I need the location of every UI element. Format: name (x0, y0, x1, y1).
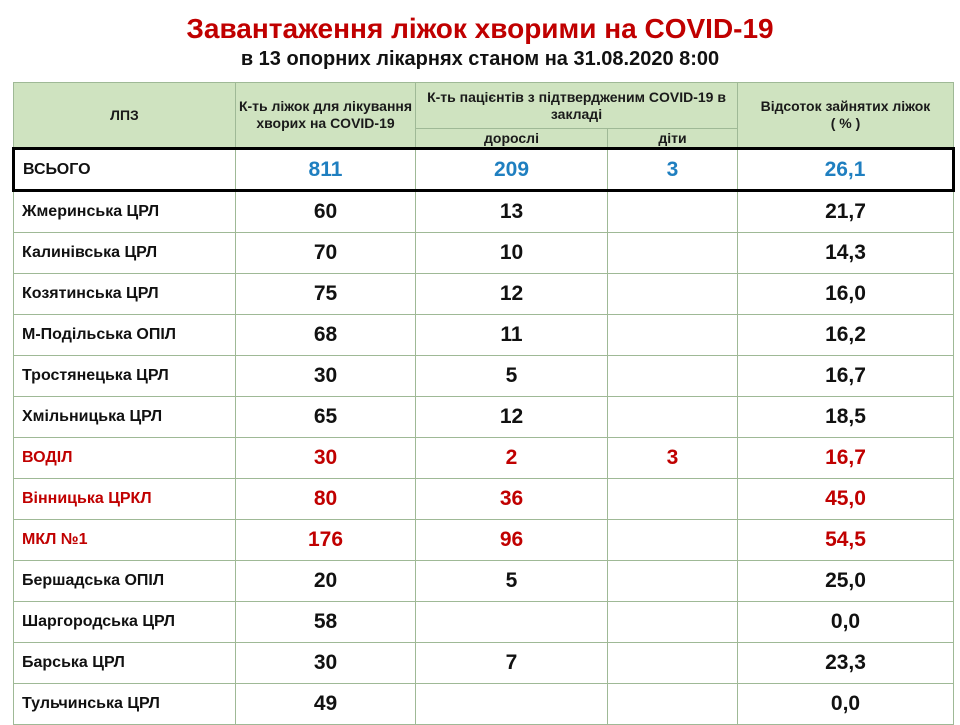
beds-count: 68 (235, 314, 416, 356)
header-patients: К-ть пацієнтів з підтвердженим COVID-19 … (415, 82, 738, 129)
occupancy-percent: 0,0 (737, 601, 954, 643)
occupancy-percent: 21,7 (737, 190, 954, 233)
table-row: Тульчинська ЦРЛ 49 0,0 (13, 683, 954, 725)
occupancy-percent: 16,7 (737, 355, 954, 397)
children-count: 3 (607, 437, 738, 479)
table-row: МКЛ №1 176 96 54,5 (13, 519, 954, 561)
hospital-name: Хмільницька ЦРЛ (13, 396, 236, 438)
occupancy-percent: 54,5 (737, 519, 954, 561)
page-title: Завантаження ліжок хворими на COVID-19 (186, 13, 774, 44)
total-percent: 26,1 (737, 147, 955, 192)
children-count (607, 478, 738, 520)
header-adults: дорослі (415, 128, 608, 149)
occupancy-percent: 16,2 (737, 314, 954, 356)
beds-count: 70 (235, 232, 416, 274)
header-children: діти (607, 128, 738, 149)
children-count (607, 232, 738, 274)
total-adults: 209 (415, 147, 608, 192)
children-count (607, 601, 738, 643)
beds-count: 30 (235, 642, 416, 684)
table-row: Тростянецька ЦРЛ 30 5 16,7 (13, 355, 954, 397)
beds-count: 80 (235, 478, 416, 520)
occupancy-percent: 16,0 (737, 273, 954, 315)
adults-count: 2 (415, 437, 608, 479)
occupancy-percent: 14,3 (737, 232, 954, 274)
children-count (607, 560, 738, 602)
header-percent: Відсоток зайнятих ліжок ( % ) (737, 82, 954, 149)
table-row: Хмільницька ЦРЛ 65 12 18,5 (13, 396, 954, 438)
total-beds: 811 (235, 147, 416, 192)
children-count (607, 642, 738, 684)
children-count (607, 683, 738, 725)
hospital-name: МКЛ №1 (13, 519, 236, 561)
adults-count: 7 (415, 642, 608, 684)
table-row: Шаргородська ЦРЛ 58 0,0 (13, 601, 954, 643)
beds-count: 58 (235, 601, 416, 643)
header-percent-unit: ( % ) (830, 115, 861, 131)
adults-count: 12 (415, 396, 608, 438)
occupancy-percent: 0,0 (737, 683, 954, 725)
hospital-name: Калинівська ЦРЛ (13, 232, 236, 274)
header-lpz: ЛПЗ (13, 82, 236, 149)
occupancy-percent: 23,3 (737, 642, 954, 684)
occupancy-percent: 16,7 (737, 437, 954, 479)
children-count (607, 396, 738, 438)
children-count (607, 355, 738, 397)
beds-count: 49 (235, 683, 416, 725)
children-count (607, 519, 738, 561)
adults-count (415, 683, 608, 725)
adults-count (415, 601, 608, 643)
table-row: Калинівська ЦРЛ 70 10 14,3 (13, 232, 954, 274)
total-row: ВСЬОГО 811 209 3 26,1 (12, 147, 955, 192)
table-row: Жмеринська ЦРЛ 60 13 21,7 (13, 190, 954, 233)
adults-count: 12 (415, 273, 608, 315)
beds-count: 65 (235, 396, 416, 438)
hospital-name: Тростянецька ЦРЛ (13, 355, 236, 397)
page-subtitle: в 13 опорних лікарнях станом на 31.08.20… (240, 48, 720, 70)
occupancy-percent: 25,0 (737, 560, 954, 602)
hospital-name: Жмеринська ЦРЛ (13, 190, 236, 233)
adults-count: 5 (415, 560, 608, 602)
beds-count: 176 (235, 519, 416, 561)
table-row: ВОДІЛ 30 2 3 16,7 (13, 437, 954, 479)
hospital-name: Козятинська ЦРЛ (13, 273, 236, 315)
hospital-name: Вінницька ЦРКЛ (13, 478, 236, 520)
occupancy-percent: 18,5 (737, 396, 954, 438)
table-row: Козятинська ЦРЛ 75 12 16,0 (13, 273, 954, 315)
hospital-name: Тульчинська ЦРЛ (13, 683, 236, 725)
table-row: Барська ЦРЛ 30 7 23,3 (13, 642, 954, 684)
table-row: М-Подільська ОПІЛ 68 11 16,2 (13, 314, 954, 356)
hospital-name: Барська ЦРЛ (13, 642, 236, 684)
adults-count: 96 (415, 519, 608, 561)
beds-count: 30 (235, 355, 416, 397)
hospital-name: Шаргородська ЦРЛ (13, 601, 236, 643)
adults-count: 10 (415, 232, 608, 274)
beds-count: 75 (235, 273, 416, 315)
covid-beds-table: ЛПЗ К-ть ліжок для лікування хворих на C… (12, 82, 955, 725)
beds-count: 20 (235, 560, 416, 602)
table-row: Вінницька ЦРКЛ 80 36 45,0 (13, 478, 954, 520)
hospital-name: Бершадська ОПІЛ (13, 560, 236, 602)
table-row: Бершадська ОПІЛ 20 5 25,0 (13, 560, 954, 602)
adults-count: 11 (415, 314, 608, 356)
adults-count: 13 (415, 190, 608, 233)
total-children: 3 (607, 147, 738, 192)
hospital-name: М-Подільська ОПІЛ (13, 314, 236, 356)
total-name: ВСЬОГО (12, 147, 236, 192)
children-count (607, 190, 738, 233)
header-beds: К-ть ліжок для лікування хворих на COVID… (235, 82, 416, 149)
beds-count: 60 (235, 190, 416, 233)
children-count (607, 314, 738, 356)
children-count (607, 273, 738, 315)
occupancy-percent: 45,0 (737, 478, 954, 520)
beds-count: 30 (235, 437, 416, 479)
header-percent-main: Відсоток зайнятих ліжок (760, 98, 931, 114)
adults-count: 36 (415, 478, 608, 520)
table-header: ЛПЗ К-ть ліжок для лікування хворих на C… (13, 82, 954, 149)
adults-count: 5 (415, 355, 608, 397)
hospital-name: ВОДІЛ (13, 437, 236, 479)
